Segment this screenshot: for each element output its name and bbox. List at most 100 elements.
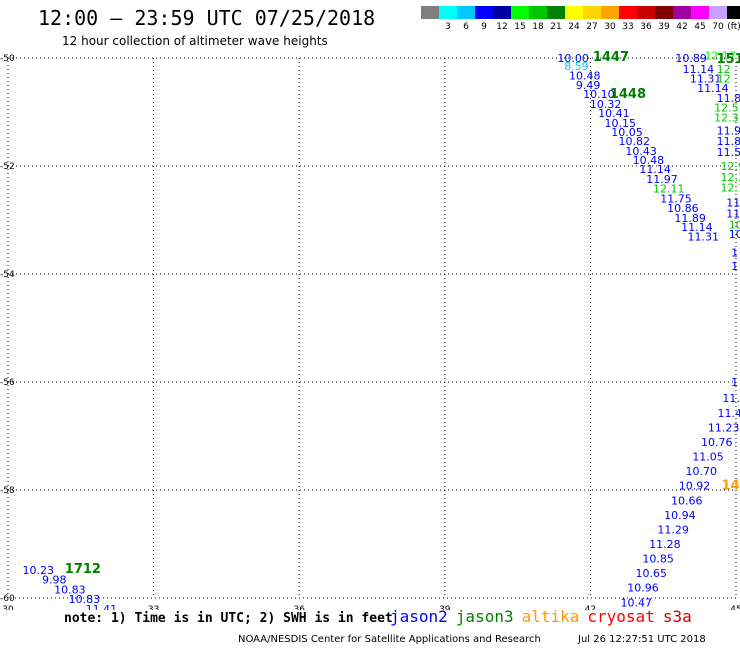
y-tick-label: -50 [0, 54, 15, 64]
satellite-legend-cryosat: cryosat [587, 607, 655, 626]
pass-time-label: 140 [721, 479, 740, 494]
color-scale-unit: (ft) [727, 22, 740, 32]
wave-height-label: 10.82 [619, 135, 651, 148]
y-tick-label: -52 [0, 162, 15, 172]
color-swatch [655, 6, 673, 19]
wave-height-label: 12.11 [653, 183, 685, 196]
wave-height-label: 10 [729, 228, 740, 241]
color-scale-label: 9 [481, 22, 487, 32]
wave-height-label: 10.41 [598, 107, 630, 120]
wave-height-label: 10.92 [679, 480, 711, 493]
wave-height-label: 12.5 [714, 102, 739, 115]
pass-time-label: 151 [717, 52, 740, 67]
color-swatch [583, 6, 601, 19]
y-tick-label: -56 [0, 378, 15, 388]
map-frame [7, 57, 737, 599]
wave-height-label: 10.32 [590, 98, 622, 111]
wave-height-label: 11.47 [718, 407, 740, 420]
wave-height-label: 11.89 [674, 212, 706, 225]
color-scale-label: 30 [604, 22, 616, 32]
color-scale-label: 21 [550, 22, 562, 32]
wave-height-label: 11.23 [708, 421, 740, 434]
wave-height-label: 12 [717, 73, 731, 86]
wave-height-label: 11.29 [657, 523, 689, 536]
wave-height-label: 10.76 [701, 436, 733, 449]
y-tick-label: -58 [0, 486, 15, 496]
wave-height-label: 10.10 [583, 88, 615, 101]
pass-time-label: 1713 [141, 609, 177, 610]
wave-height-label: 10.05 [611, 126, 643, 139]
color-swatch [529, 6, 547, 19]
wave-height-label: 11.5 [717, 146, 740, 159]
footer-note: note: 1) Time is in UTC; 2) SWH is in fe… [64, 611, 393, 626]
wave-height-label: 10.96 [627, 582, 659, 595]
wave-height-label: 11.31 [687, 231, 719, 244]
wave-height-label: 10.83 [54, 583, 86, 596]
wave-height-label: 8.59 [564, 60, 589, 73]
wave-height-label: 11.14 [697, 82, 729, 95]
color-scale-label: 45 [694, 22, 706, 32]
color-swatch [421, 6, 439, 19]
wave-height-label: 12.9 [720, 160, 740, 173]
wave-height-label: 10.94 [664, 509, 696, 522]
color-swatch [691, 6, 709, 19]
color-swatch [475, 6, 493, 19]
color-scale-label: 36 [640, 22, 652, 32]
color-swatch [601, 6, 619, 19]
wave-height-label: 10.65 [636, 567, 668, 580]
color-swatch [439, 6, 457, 19]
wave-height-label: 10.70 [686, 465, 718, 478]
wave-height-label: 10.48 [569, 69, 601, 82]
wave-height-label: 1 [731, 246, 738, 259]
color-scale-label: 42 [676, 22, 688, 32]
wave-height-label: 11 [726, 208, 740, 221]
wave-height-label: 11.28 [649, 538, 681, 551]
wave-height-label: 10.66 [671, 494, 703, 507]
color-scale-label: 12 [496, 22, 508, 32]
y-tick-label: -60 [0, 594, 15, 604]
wave-height-map: 30 33 36 39 42 45 -50 -52 -54 -56 -58 -60 10.00 1447 8… [0, 49, 740, 610]
wave-height-label: 10.00 [557, 52, 589, 65]
wave-height-label: 11.05 [692, 451, 724, 464]
color-scale-label: 6 [463, 22, 469, 32]
x-tick-label: 39 [439, 605, 451, 610]
color-scale-label: 27 [586, 22, 598, 32]
wave-height-label: 11.75 [660, 192, 692, 205]
wave-height-label: 11.7 [722, 392, 740, 405]
wave-height-label: 10.83 [69, 593, 101, 606]
wave-height-label: 11.31 [690, 73, 722, 86]
color-swatch [547, 6, 565, 19]
x-tick-label: 36 [293, 605, 305, 610]
wave-height-label: 11.41 [86, 603, 118, 610]
wave-height-label: 10.47 [620, 596, 652, 609]
wave-height-label: 11.97 [646, 173, 678, 186]
color-swatch [637, 6, 655, 19]
wave-height-label: 10.48 [633, 154, 665, 167]
wave-height-label: 11. [726, 197, 740, 210]
wave-height-label: 12.3 [720, 171, 740, 184]
map-subtitle: 12 hour collection of altimeter wave hei… [62, 34, 328, 48]
color-scale-label: 33 [622, 22, 634, 32]
x-tick-label: 30 [2, 605, 14, 610]
wave-height-label: 10.86 [667, 202, 699, 215]
wave-height-label: 11.14 [683, 63, 715, 76]
wave-height-label: 11.81 [717, 92, 740, 105]
wave-height-label: 9.49 [576, 79, 601, 92]
generation-timestamp: Jul 26 12:27:51 UTC 2018 [578, 634, 706, 645]
x-tick-label: 45 [730, 605, 740, 610]
color-swatch [709, 6, 727, 19]
map-title: 12:00 – 23:59 UTC 07/25/2018 [38, 6, 376, 30]
wave-height-label: 1 [731, 260, 738, 273]
wave-height-label: 11.82 [717, 135, 740, 148]
wave-height-label: 10.85 [642, 553, 674, 566]
x-tick-label: 42 [585, 605, 596, 610]
y-tick-label: -54 [0, 270, 15, 280]
pass-time-label: 1712 [65, 562, 101, 577]
wave-height-label: 12.17 [704, 49, 736, 62]
color-swatch [619, 6, 637, 19]
wave-height-label: 12.1 [720, 182, 740, 195]
color-scale-label: 70 [712, 22, 724, 32]
satellite-legend-jason2: jason2 [390, 607, 448, 626]
color-swatch [511, 6, 529, 19]
color-scale-label: 18 [532, 22, 544, 32]
